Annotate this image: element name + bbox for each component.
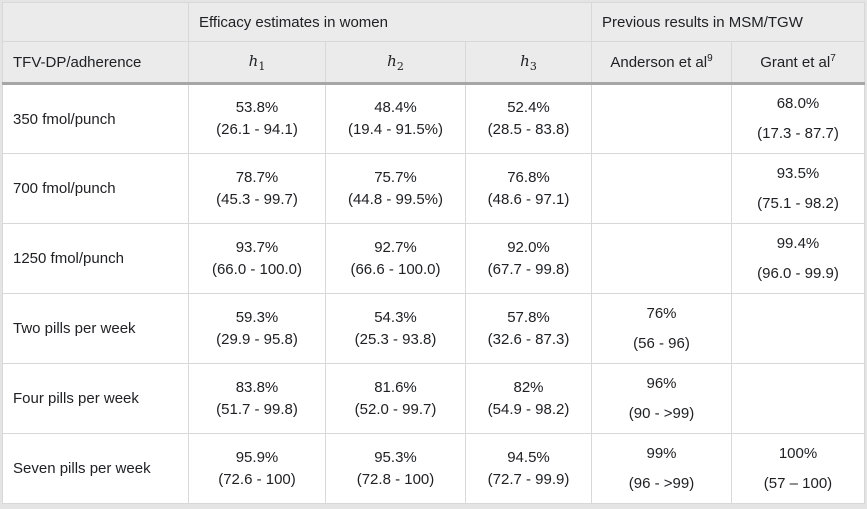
cell-h1: 78.7% (45.3 - 99.7): [188, 153, 326, 224]
cell-h2: 48.4% (19.4 - 91.5%): [325, 83, 466, 154]
table-row: Seven pills per week 95.9% (72.6 - 100) 9…: [2, 433, 865, 504]
row-label: Seven pills per week: [2, 433, 189, 504]
cell-h3: 82% (54.9 - 98.2): [465, 363, 592, 434]
group-header-women: Efficacy estimates in women: [188, 2, 592, 42]
row-label: Two pills per week: [2, 293, 189, 364]
cell-h1: 93.7% (66.0 - 100.0): [188, 223, 326, 294]
row-label: 1250 fmol/punch: [2, 223, 189, 294]
cell-anderson: 76% (56 - 96): [591, 293, 732, 364]
cell-anderson: 96% (90 - >99): [591, 363, 732, 434]
cell-anderson: 99% (96 - >99): [591, 433, 732, 504]
grant-citation-superscript: 7: [830, 52, 836, 64]
column-header-row: TFV-DP/adherence h1 h2 h3 Anderson et al…: [2, 41, 865, 85]
cell-anderson: [591, 83, 732, 154]
column-header-grant: Grant et al7: [731, 41, 865, 85]
cell-grant: 100% (57 – 100): [731, 433, 865, 504]
cell-anderson: [591, 223, 732, 294]
cell-h3: 94.5% (72.7 - 99.9): [465, 433, 592, 504]
cell-h3: 57.8% (32.6 - 87.3): [465, 293, 592, 364]
table-row: 1250 fmol/punch 93.7% (66.0 - 100.0) 92.7…: [2, 223, 865, 294]
cell-grant: 93.5% (75.1 - 98.2): [731, 153, 865, 224]
cell-anderson: [591, 153, 732, 224]
h3-math-label: h3: [520, 51, 537, 73]
table-row: 350 fmol/punch 53.8% (26.1 - 94.1) 48.4%(…: [2, 83, 865, 154]
cell-h2: 92.7% (66.6 - 100.0): [325, 223, 466, 294]
column-header-h2: h2: [325, 41, 466, 85]
anderson-citation-superscript: 9: [707, 52, 713, 64]
row-label: Four pills per week: [2, 363, 189, 434]
corner-cell: [2, 2, 189, 42]
cell-h1: 95.9% (72.6 - 100): [188, 433, 326, 504]
table-row: 700 fmol/punch 78.7% (45.3 - 99.7) 75.7%(…: [2, 153, 865, 224]
column-header-anderson: Anderson et al9: [591, 41, 732, 85]
group-header-row: Efficacy estimates in women Previous res…: [2, 2, 865, 42]
cell-h3: 52.4% (28.5 - 83.8): [465, 83, 592, 154]
cell-h2: 75.7% (44.8 - 99.5%): [325, 153, 466, 224]
h1-math-label: h1: [248, 51, 266, 73]
cell-h2: 54.3% (25.3 - 93.8): [325, 293, 466, 364]
cell-h1: 53.8% (26.1 - 94.1): [188, 83, 326, 154]
cell-h1: 59.3% (29.9 - 95.8): [188, 293, 326, 364]
column-header-h1: h1: [188, 41, 326, 85]
cell-h3: 76.8% (48.6 - 97.1): [465, 153, 592, 224]
column-header-adherence: TFV-DP/adherence: [2, 41, 189, 85]
h2-math-label: h2: [387, 51, 404, 73]
cell-grant: [731, 293, 865, 364]
table-row: Two pills per week 59.3% (29.9 - 95.8) 54…: [2, 293, 865, 364]
cell-h2: 81.6% (52.0 - 99.7): [325, 363, 466, 434]
cell-h1: 83.8% (51.7 - 99.8): [188, 363, 326, 434]
cell-grant: 99.4% (96.0 - 99.9): [731, 223, 865, 294]
group-header-msm: Previous results in MSM/TGW: [591, 2, 865, 42]
cell-h2: 95.3% (72.8 - 100): [325, 433, 466, 504]
cell-grant: 68.0% (17.3 - 87.7): [731, 83, 865, 154]
cell-h3: 92.0% (67.7 - 99.8): [465, 223, 592, 294]
row-label: 700 fmol/punch: [2, 153, 189, 224]
row-label: 350 fmol/punch: [2, 83, 189, 154]
table-row: Four pills per week 83.8% (51.7 - 99.8) 8…: [2, 363, 865, 434]
column-header-h3: h3: [465, 41, 592, 85]
cell-grant: [731, 363, 865, 434]
